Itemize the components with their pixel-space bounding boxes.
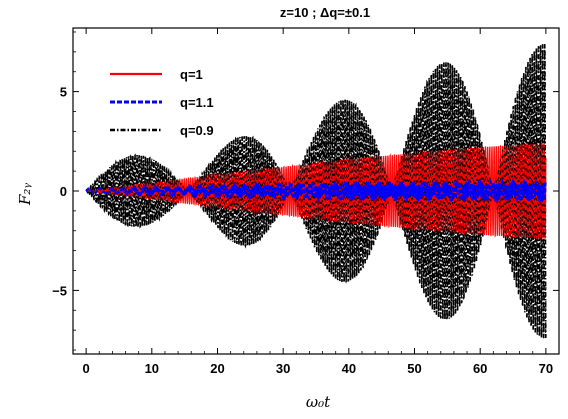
x-tick-label: 10: [145, 361, 159, 376]
series-q1.1-line: [85, 178, 547, 204]
series-layer: [85, 44, 547, 339]
legend: q=1 q=1.1 q=0.9: [110, 67, 214, 138]
y-tick-label: 5: [60, 85, 67, 100]
y-axis-ticks: −5 0 5: [52, 31, 559, 351]
x-tick-label: 0: [83, 361, 90, 376]
legend-label: q=0.9: [180, 123, 214, 138]
x-axis-label: ω₀t: [306, 393, 331, 411]
legend-label: q=1: [180, 67, 203, 82]
y-tick-label: 0: [60, 184, 67, 199]
chart-title: z=10 ; Δq=±0.1: [280, 5, 370, 20]
x-tick-label: 40: [342, 361, 356, 376]
x-tick-label: 70: [539, 361, 553, 376]
y-axis-label: F₂ᵧ: [16, 183, 34, 206]
x-tick-label: 30: [276, 361, 290, 376]
legend-label: q=1.1: [180, 95, 214, 110]
x-tick-label: 50: [407, 361, 421, 376]
y-tick-label: −5: [52, 283, 67, 298]
x-tick-label: 60: [473, 361, 487, 376]
x-tick-label: 20: [210, 361, 224, 376]
x-axis-ticks: 0 10 20 30 40 50 60 70: [83, 28, 553, 376]
